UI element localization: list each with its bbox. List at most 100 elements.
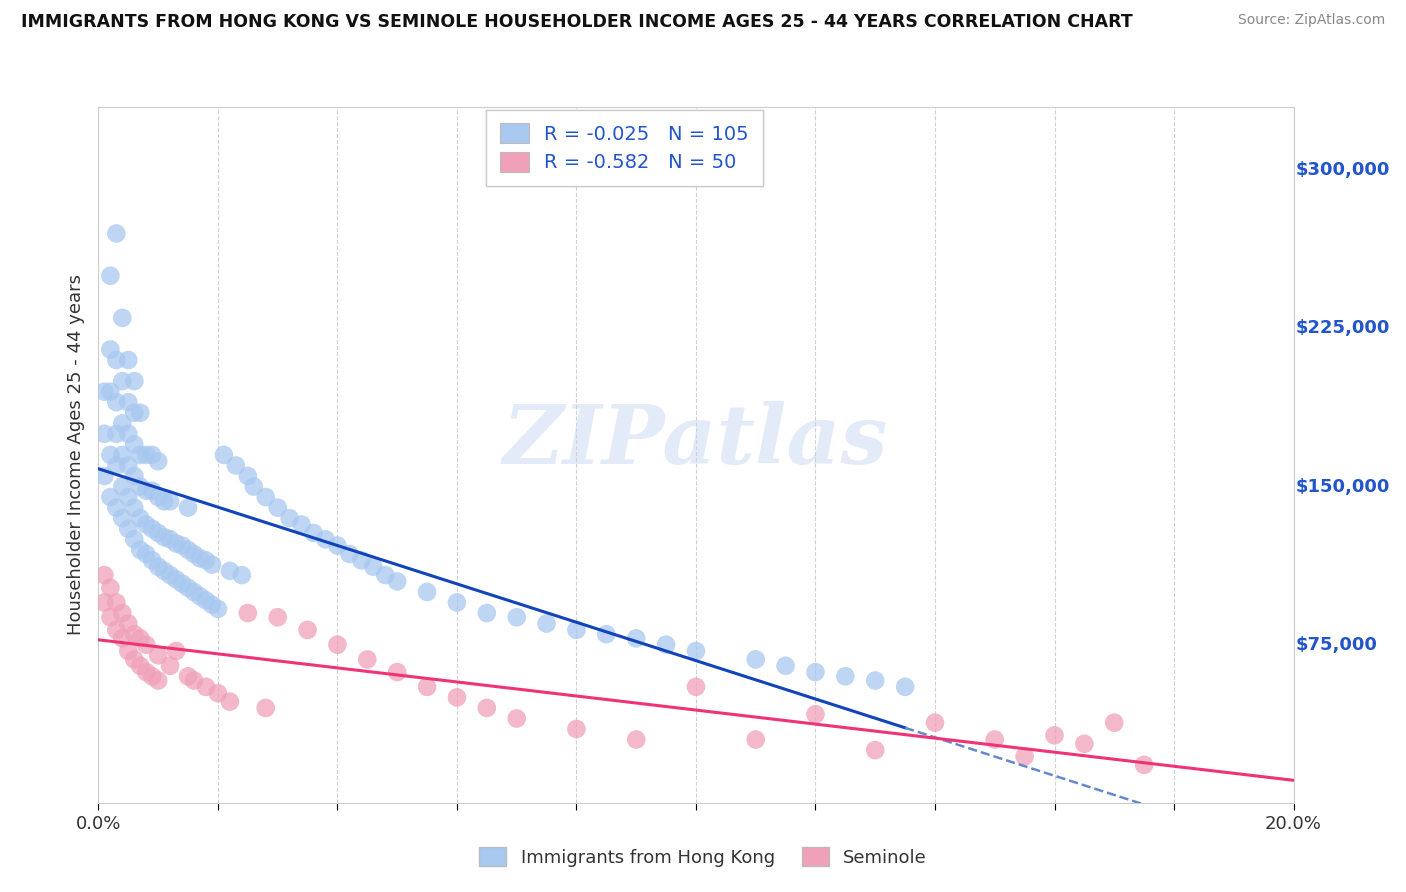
Point xyxy=(105,353,128,368)
Point xyxy=(148,648,170,663)
Point xyxy=(183,547,205,561)
Point xyxy=(745,732,768,747)
Point xyxy=(924,715,946,730)
Point xyxy=(236,606,259,620)
Text: $300,000: $300,000 xyxy=(1296,161,1391,179)
Text: $150,000: $150,000 xyxy=(1296,477,1391,496)
Text: Source: ZipAtlas.com: Source: ZipAtlas.com xyxy=(1237,13,1385,28)
Point xyxy=(385,665,409,679)
Point xyxy=(1073,737,1095,751)
Point xyxy=(148,490,170,504)
Point xyxy=(93,469,115,483)
Point xyxy=(124,406,146,420)
Point xyxy=(135,638,157,652)
Point xyxy=(153,530,176,544)
Point xyxy=(117,353,139,368)
Y-axis label: Householder Income Ages 25 - 44 years: Householder Income Ages 25 - 44 years xyxy=(66,275,84,635)
Text: IMMIGRANTS FROM HONG KONG VS SEMINOLE HOUSEHOLDER INCOME AGES 25 - 44 YEARS CORR: IMMIGRANTS FROM HONG KONG VS SEMINOLE HO… xyxy=(21,13,1133,31)
Point xyxy=(416,680,439,694)
Point xyxy=(183,673,205,688)
Point xyxy=(254,490,277,504)
Point xyxy=(231,568,253,582)
Point xyxy=(111,632,134,646)
Point xyxy=(207,602,229,616)
Point xyxy=(111,448,134,462)
Point xyxy=(1043,728,1066,742)
Point xyxy=(148,525,170,540)
Point xyxy=(124,374,146,388)
Point xyxy=(105,500,128,515)
Point xyxy=(446,595,468,609)
Point xyxy=(1133,757,1156,772)
Point xyxy=(165,572,187,586)
Point xyxy=(416,585,439,599)
Point xyxy=(124,533,146,547)
Point xyxy=(98,384,122,399)
Point xyxy=(93,595,115,609)
Point xyxy=(177,542,200,557)
Point xyxy=(98,581,122,595)
Point xyxy=(93,568,115,582)
Point xyxy=(194,553,218,567)
Point xyxy=(153,494,176,508)
Legend: R = -0.025   N = 105, R = -0.582   N = 50: R = -0.025 N = 105, R = -0.582 N = 50 xyxy=(486,110,762,186)
Point xyxy=(302,525,325,540)
Point xyxy=(124,469,146,483)
Point xyxy=(165,644,187,658)
Point xyxy=(129,632,152,646)
Point xyxy=(267,500,290,515)
Point xyxy=(225,458,247,473)
Point xyxy=(124,627,146,641)
Point xyxy=(129,448,152,462)
Point xyxy=(111,310,134,325)
Point xyxy=(117,644,139,658)
Point xyxy=(374,568,396,582)
Point xyxy=(141,553,163,567)
Point xyxy=(159,658,181,673)
Point xyxy=(117,395,139,409)
Text: $225,000: $225,000 xyxy=(1296,319,1391,337)
Point xyxy=(194,593,218,607)
Point xyxy=(385,574,409,589)
Text: ZIPatlas: ZIPatlas xyxy=(503,401,889,481)
Point xyxy=(117,458,139,473)
Point xyxy=(183,585,205,599)
Point xyxy=(129,542,152,557)
Point xyxy=(141,483,163,498)
Point xyxy=(565,623,588,637)
Point xyxy=(141,522,163,536)
Point xyxy=(219,564,242,578)
Point xyxy=(339,547,360,561)
Point xyxy=(177,500,200,515)
Point xyxy=(188,551,211,566)
Point xyxy=(165,536,187,550)
Point xyxy=(745,652,768,666)
Point xyxy=(326,638,349,652)
Point xyxy=(111,374,134,388)
Point xyxy=(219,695,242,709)
Point xyxy=(326,539,349,553)
Point xyxy=(98,268,122,283)
Point xyxy=(595,627,617,641)
Point xyxy=(315,533,337,547)
Point xyxy=(356,652,378,666)
Point xyxy=(243,479,266,493)
Point xyxy=(775,658,797,673)
Point xyxy=(148,559,170,574)
Point xyxy=(111,606,134,620)
Point xyxy=(93,426,115,441)
Point xyxy=(201,598,224,612)
Point xyxy=(93,384,115,399)
Point xyxy=(98,343,122,357)
Point xyxy=(207,686,229,700)
Point xyxy=(267,610,290,624)
Point xyxy=(177,581,200,595)
Point xyxy=(290,517,312,532)
Point xyxy=(159,533,181,547)
Point xyxy=(135,483,157,498)
Point xyxy=(117,426,139,441)
Point xyxy=(1014,749,1036,764)
Text: $75,000: $75,000 xyxy=(1296,636,1378,654)
Point xyxy=(105,426,128,441)
Point xyxy=(236,469,259,483)
